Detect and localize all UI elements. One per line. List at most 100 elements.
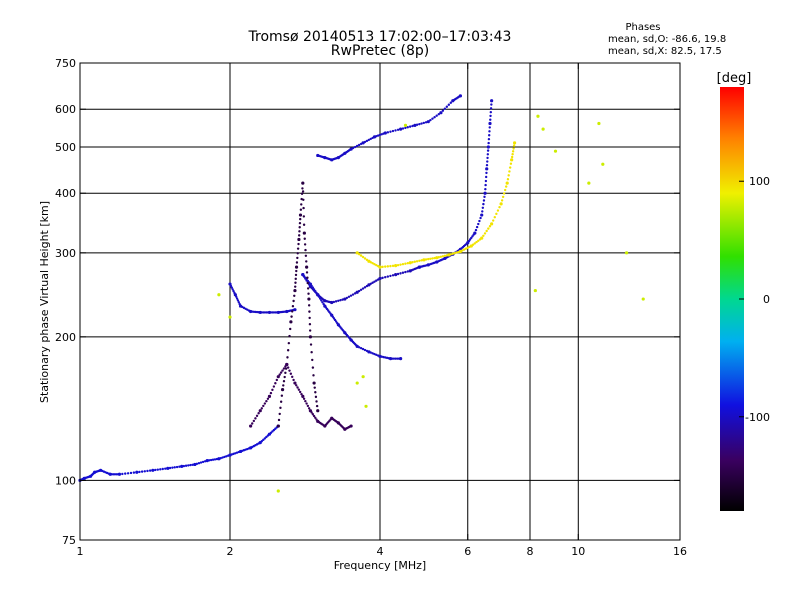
colorbar-label: [deg] — [717, 71, 752, 86]
trace-point — [129, 471, 133, 475]
trace-point — [429, 257, 432, 260]
chart-subtitle: RwPretec (8p) — [331, 43, 429, 59]
trace-point — [351, 293, 355, 296]
trace-point — [266, 397, 270, 400]
trace-point — [441, 109, 445, 112]
data-point — [349, 424, 353, 428]
trace-point — [301, 190, 305, 193]
stats-o-mode: mean, sd,O: -86.6, 19.8 — [608, 34, 726, 45]
data-point — [408, 261, 412, 265]
data-point — [180, 464, 184, 468]
trace-point — [384, 276, 387, 279]
data-point — [302, 231, 306, 235]
trace-point — [473, 242, 476, 245]
data-point — [276, 375, 280, 379]
trace-point — [232, 290, 235, 293]
trace-point — [435, 114, 438, 117]
trace-point — [427, 257, 430, 261]
data-point — [289, 320, 293, 324]
trace-point — [401, 262, 405, 266]
trace-point — [347, 295, 351, 298]
trace-point — [231, 288, 234, 291]
trace-point — [284, 365, 287, 368]
trace-point — [305, 271, 309, 274]
trace-point — [369, 137, 372, 141]
trace-point — [486, 149, 490, 152]
data-point — [217, 293, 221, 297]
data-point — [135, 470, 139, 474]
trace-point — [424, 258, 428, 261]
data-point — [312, 381, 316, 385]
trace-point — [291, 310, 294, 313]
trace-point — [291, 375, 294, 379]
trace-point — [132, 471, 136, 474]
trace-point — [288, 334, 291, 338]
trace-point — [251, 422, 254, 425]
trace-point — [294, 277, 297, 281]
trace-point — [124, 472, 127, 475]
y-tick-label: 500 — [55, 141, 76, 154]
data-point — [422, 258, 426, 262]
trace-point — [396, 272, 400, 276]
trace-point — [451, 252, 454, 255]
data-point — [293, 381, 297, 385]
trace-point — [252, 419, 256, 423]
trace-point — [260, 407, 263, 410]
trace-point — [297, 242, 300, 246]
trace-point — [308, 316, 311, 320]
data-point — [486, 145, 490, 149]
trace-point — [308, 310, 311, 313]
trace-point — [315, 400, 318, 403]
trace-point — [488, 225, 492, 228]
data-point — [166, 466, 170, 470]
trace-point — [455, 251, 458, 254]
trace-point — [302, 198, 305, 201]
trace-point — [148, 469, 152, 472]
trace-point — [361, 287, 365, 290]
trace-point — [378, 133, 382, 137]
trace-point — [504, 185, 508, 188]
trace-point — [334, 300, 338, 303]
trace-point — [312, 374, 315, 377]
trace-point — [314, 395, 318, 399]
trace-point — [315, 404, 319, 408]
trace-point — [498, 205, 501, 209]
data-point — [597, 121, 601, 126]
trace-point — [314, 416, 317, 419]
data-point — [276, 489, 280, 493]
trace-point — [462, 248, 466, 251]
data-point — [553, 149, 558, 153]
x-tick-label: 4 — [377, 545, 384, 558]
trace-point — [211, 458, 215, 461]
data-point — [285, 362, 289, 367]
colorbar-tick-label: 0 — [763, 293, 770, 306]
trace-point — [478, 219, 481, 223]
trace-point — [484, 175, 488, 179]
trace-point — [485, 229, 488, 233]
data-point — [301, 394, 305, 399]
trace-point — [496, 209, 500, 212]
trace-point — [486, 153, 490, 156]
trace-point — [406, 270, 410, 273]
trace-point — [272, 385, 276, 388]
trace-point — [271, 388, 274, 392]
trace-point — [477, 239, 480, 242]
trace-point — [302, 223, 306, 226]
trace-point — [345, 296, 349, 300]
data-point — [587, 181, 591, 185]
trace-point — [500, 199, 504, 202]
trace-point — [487, 137, 491, 141]
x-axis-label: Frequency [MHz] — [334, 559, 426, 572]
trace-point — [175, 465, 179, 469]
trace-point — [279, 406, 282, 410]
trace-point — [399, 263, 402, 266]
trace-point — [485, 163, 489, 167]
trace-point — [306, 287, 310, 290]
trace-point — [482, 202, 485, 206]
trace-point — [221, 456, 224, 459]
data-point — [383, 131, 387, 135]
y-tick-label: 200 — [55, 331, 76, 344]
trace-point — [295, 261, 299, 264]
trace-point — [154, 468, 157, 472]
data-point — [399, 127, 403, 131]
